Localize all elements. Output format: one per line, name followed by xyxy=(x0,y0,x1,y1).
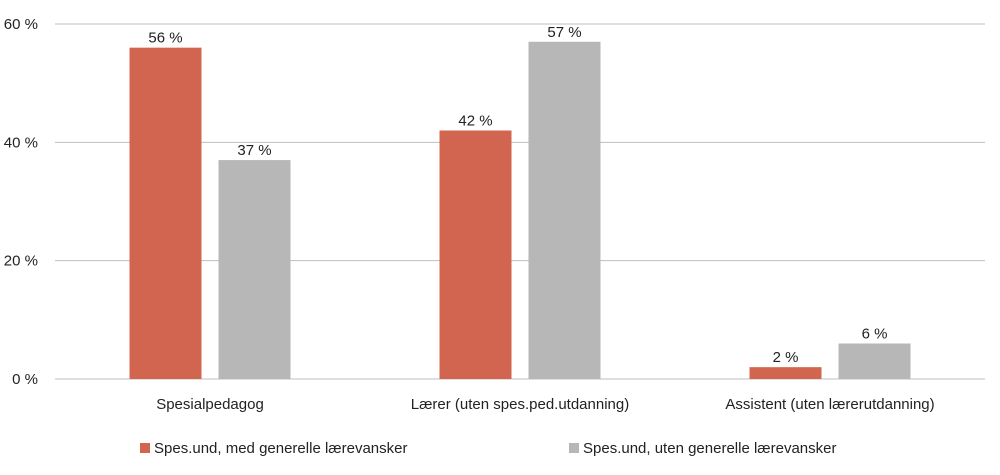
y-tick-label: 40 % xyxy=(4,134,38,151)
bar-series-1-2 xyxy=(439,130,512,379)
category-label: Spesialpedagog xyxy=(156,396,264,413)
data-labels: 56 % 37 % 42 % 57 % 2 % 6 % xyxy=(148,24,887,366)
data-label: 57 % xyxy=(547,24,581,41)
data-label: 2 % xyxy=(773,349,799,366)
y-tick-label: 20 % xyxy=(4,253,38,270)
gridlines xyxy=(55,23,985,380)
data-label: 56 % xyxy=(148,30,182,47)
y-axis-ticks: 0 % 20 % 40 % 60 % xyxy=(4,16,38,388)
data-label: 6 % xyxy=(862,326,888,343)
legend-swatch xyxy=(140,443,150,453)
y-tick-label: 0 % xyxy=(12,371,38,388)
legend-swatch xyxy=(569,443,579,453)
legend-label: Spes.und, med generelle lærevansker xyxy=(154,440,407,457)
category-labels: Spesialpedagog Lærer (uten spes.ped.utdan… xyxy=(156,396,934,413)
category-label: Lærer (uten spes.ped.utdanning) xyxy=(411,396,629,413)
bar-series-1-3 xyxy=(749,367,822,379)
data-label: 37 % xyxy=(237,142,271,159)
bars xyxy=(129,41,911,380)
category-label: Assistent (uten lærerutdanning) xyxy=(725,396,934,413)
bar-series-1-1 xyxy=(129,47,202,380)
legend: Spes.und, med generelle lærevansker Spes.… xyxy=(140,440,837,457)
y-tick-label: 60 % xyxy=(4,16,38,33)
bar-series-2-3 xyxy=(838,343,911,379)
data-label: 42 % xyxy=(458,113,492,130)
bar-series-2-1 xyxy=(218,160,291,379)
legend-label: Spes.und, uten generelle lærevansker xyxy=(583,440,837,457)
bar-series-2-2 xyxy=(528,41,601,379)
